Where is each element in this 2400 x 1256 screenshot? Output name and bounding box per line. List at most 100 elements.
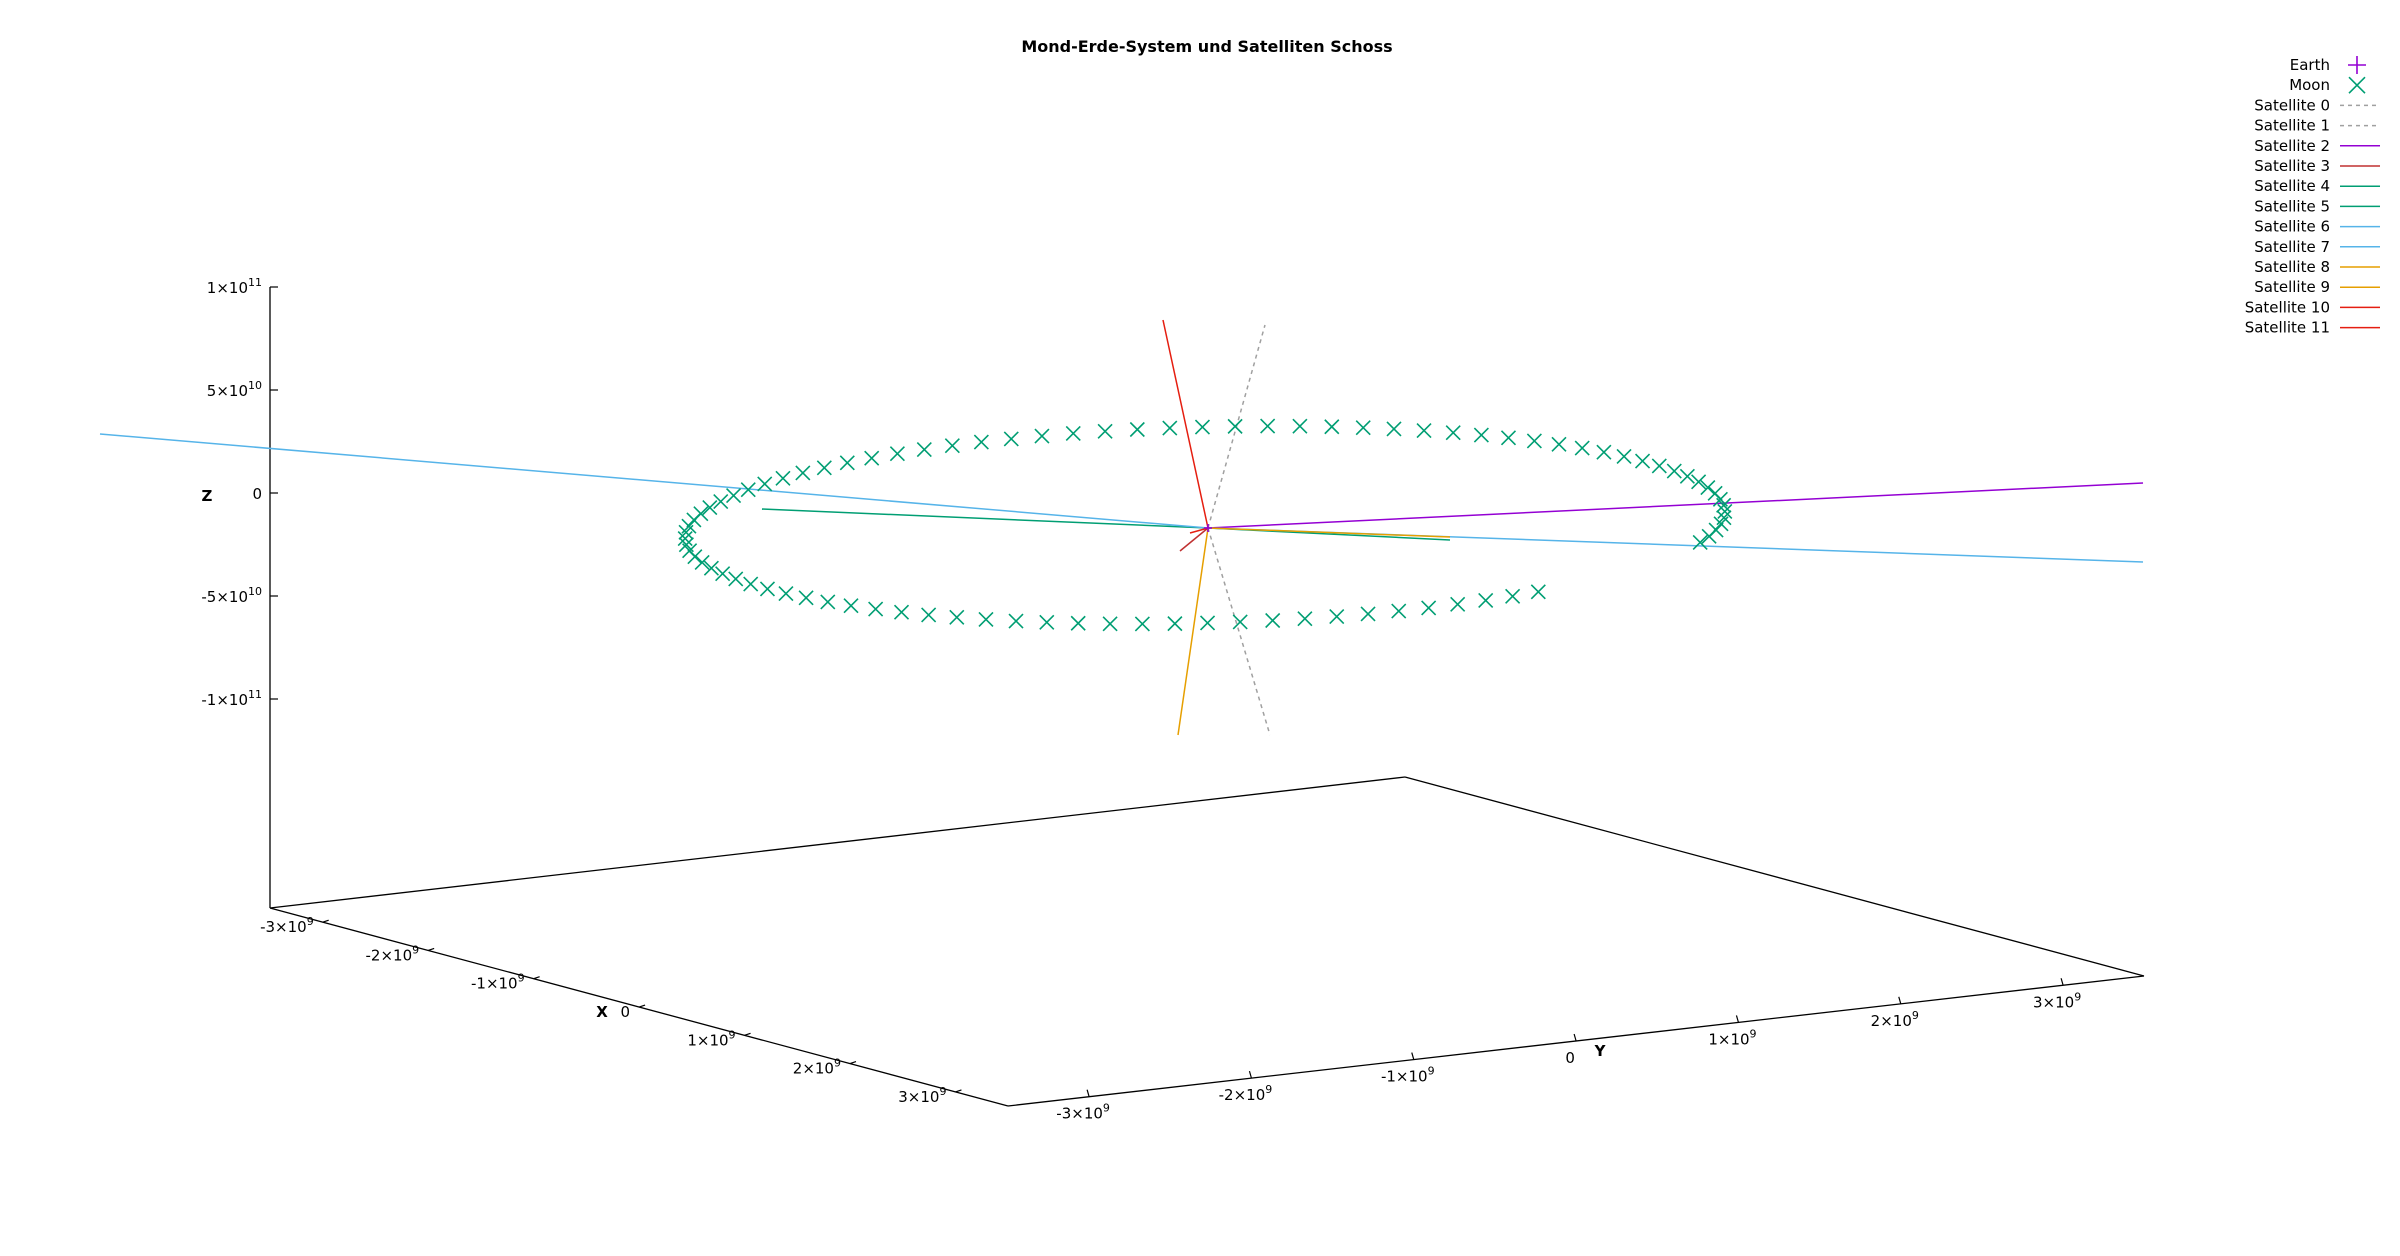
x-tick-mark (744, 1032, 751, 1036)
moon-point (713, 493, 729, 510)
legend-label: Satellite 6 (2254, 218, 2330, 236)
legend-label: Satellite 9 (2254, 278, 2330, 296)
moon-point (1039, 614, 1055, 630)
moon-point (1391, 603, 1407, 619)
legend-label: Satellite 11 (2245, 319, 2330, 337)
satellite-11-trajectory (1189, 527, 1209, 534)
moon-point (1450, 596, 1466, 612)
moon-point (1651, 458, 1667, 474)
moon-point (1716, 497, 1732, 513)
moon-point (1329, 608, 1345, 625)
moon-point (694, 554, 710, 571)
moon-point (728, 571, 744, 587)
moon-point (1691, 474, 1707, 490)
legend-label: Satellite 5 (2254, 197, 2330, 215)
back-edge-left (269, 776, 1406, 909)
z-axis-label: Z (202, 487, 213, 505)
y-tick-mark (1573, 1033, 1577, 1042)
legend-label: Moon (2289, 76, 2330, 94)
moon-point (1292, 418, 1308, 434)
legend-label: Satellite 1 (2254, 117, 2330, 135)
moon-point (1478, 592, 1494, 609)
moon-point (921, 607, 937, 623)
x-tick-label: 1×109 (687, 1028, 735, 1049)
moon-point (1097, 423, 1113, 439)
satellite-trajectories (99, 319, 2144, 736)
y-tick-mark (1411, 1052, 1415, 1060)
moon-point (916, 441, 932, 458)
moon-point (715, 566, 731, 582)
legend-label: Earth (2290, 56, 2330, 74)
moon-point (743, 576, 759, 592)
moon-point (1616, 448, 1632, 465)
moon-point (1386, 421, 1402, 437)
moon-point (1634, 453, 1651, 469)
moon-point (1162, 420, 1178, 436)
moon-point (681, 518, 697, 534)
y-tick-label: -1×109 (1381, 1065, 1435, 1086)
z-tick-label: 5×1010 (207, 379, 262, 400)
moon-point (1324, 419, 1340, 435)
moon-point (677, 530, 693, 547)
moon-orbit-points (677, 418, 1733, 632)
moon-point (1102, 616, 1118, 632)
x-axis-ticks: -3×109 -2×109 -1×109 0 1×109 2×109 3×109 (260, 915, 962, 1106)
z-axis-ticks: 1×1011 5×1010 0 -5×1010 -1×1011 (201, 276, 278, 709)
axis-box (269, 287, 2145, 1107)
moon-point (1596, 444, 1612, 460)
moon-point (1713, 516, 1729, 532)
y-tick-mark (1898, 996, 1902, 1004)
moon-point (725, 487, 742, 504)
moon-point (1574, 440, 1590, 456)
moon-point (740, 482, 756, 498)
moon-point (1551, 436, 1567, 452)
moon-point (889, 446, 905, 462)
legend-label: Satellite 3 (2254, 157, 2330, 175)
z-tick-label: 0 (252, 485, 262, 503)
z-tick-label: 1×1011 (207, 276, 262, 297)
moon-point (1679, 468, 1695, 484)
legend-label: Satellite 2 (2254, 137, 2330, 155)
chart-title: Mond-Erde-System und Satelliten Schoss (1021, 37, 1392, 56)
moon-point (778, 585, 794, 602)
moon-point (798, 590, 814, 606)
z-tick-label: -5×1010 (201, 585, 262, 606)
moon-point (1227, 418, 1243, 434)
moon-point (775, 470, 791, 486)
moon-point (1701, 528, 1717, 544)
y-tick-label: -3×109 (1056, 1102, 1110, 1123)
moon-point (868, 601, 884, 617)
moon-point (1530, 584, 1546, 600)
y-axis-label: Y (1594, 1042, 1607, 1060)
moon-point (1445, 425, 1461, 441)
y-tick-label: 1×109 (1708, 1027, 1756, 1048)
z-tick-label: -1×1011 (201, 688, 262, 709)
moon-point (1297, 611, 1313, 627)
moon-point (1034, 428, 1050, 444)
moon-point (757, 476, 773, 492)
moon-point (703, 560, 719, 576)
moon-point (1473, 427, 1489, 443)
x-tick-mark (322, 919, 329, 923)
moon-point (1360, 606, 1376, 622)
moon-point (1355, 420, 1371, 436)
y-tick-mark (2060, 978, 2064, 986)
x-tick-label: 0 (621, 1003, 631, 1021)
earth-marker (1204, 524, 1212, 532)
moon-point (949, 609, 965, 625)
moon-point (1505, 588, 1521, 604)
moon-point (1700, 479, 1716, 496)
legend-label: Satellite 8 (2254, 258, 2330, 276)
legend-marker (2348, 76, 2366, 94)
satellite-4-trajectory (761, 508, 1209, 529)
moon-point (893, 604, 910, 620)
satellite-9-trajectory (1177, 527, 1209, 736)
y-tick-label: 0 (1565, 1049, 1575, 1067)
moon-point (973, 434, 989, 450)
x-tick-mark (638, 1004, 646, 1008)
legend-label: Satellite 10 (2245, 298, 2330, 316)
moon-point (1065, 425, 1081, 442)
moon-point (1167, 616, 1183, 632)
x-axis-label: X (596, 1003, 608, 1021)
